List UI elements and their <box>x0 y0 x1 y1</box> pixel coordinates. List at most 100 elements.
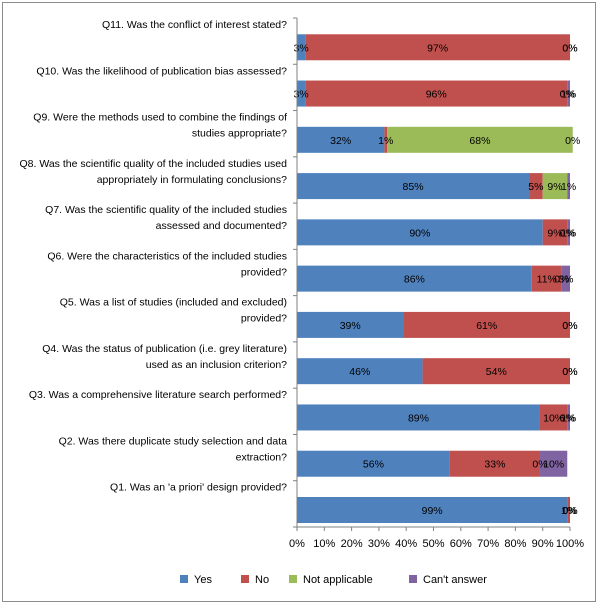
data-label: 68% <box>469 135 490 147</box>
data-label: 46% <box>349 366 370 378</box>
data-label: 10% <box>543 412 564 424</box>
bar-segment-yes <box>297 450 450 477</box>
data-label: 0% <box>562 42 577 54</box>
legend-label: No <box>255 574 269 586</box>
bar-segment-can-t-answer <box>567 173 570 200</box>
legend-swatch <box>180 575 188 583</box>
data-label: 1% <box>561 505 576 517</box>
legend-label: Not applicable <box>303 574 373 586</box>
data-label: 0% <box>560 412 575 424</box>
legend-label: Can't answer <box>423 574 487 586</box>
data-label: 97% <box>427 42 448 54</box>
bar-segment-no <box>305 80 568 107</box>
bar-segment-yes <box>297 126 385 153</box>
bar-segment-no <box>305 34 570 61</box>
category-label: Q10. Was the likelihood of publication b… <box>36 65 287 77</box>
x-tick-label: 80% <box>504 538 526 550</box>
data-label: 3% <box>294 42 309 54</box>
data-label: 0% <box>562 366 577 378</box>
data-label: 0% <box>562 505 577 517</box>
category-label: extraction? <box>236 451 288 463</box>
legend-label: Yes <box>194 574 212 586</box>
data-label: 3% <box>558 274 573 286</box>
bar-segment-no <box>542 219 568 246</box>
category-label: studies appropriate? <box>192 128 287 140</box>
data-label: 96% <box>426 89 447 101</box>
category-label: Q9. Were the methods used to combine the… <box>33 112 287 124</box>
data-label: 1% <box>378 135 393 147</box>
category-label: Q7. Was the scientific quality of the in… <box>45 204 287 216</box>
legend-swatch <box>241 575 249 583</box>
data-label: 1% <box>561 227 576 239</box>
legend-swatch <box>289 575 297 583</box>
data-label: 89% <box>408 412 429 424</box>
data-label: 85% <box>403 181 424 193</box>
bar-segment-can-t-answer <box>567 219 570 246</box>
data-label: 56% <box>363 459 384 471</box>
category-label: provided? <box>241 266 287 278</box>
bar-segment-not-applicable <box>542 173 568 200</box>
data-label: 0% <box>562 42 577 54</box>
x-tick-label: 100% <box>556 538 584 550</box>
bar-segment-yes <box>297 34 306 61</box>
bar-segment-yes <box>297 358 423 385</box>
x-tick-label: 30% <box>368 538 390 550</box>
data-label: 0% <box>554 274 569 286</box>
data-label: 9% <box>547 181 562 193</box>
bar-segment-no <box>567 497 570 523</box>
data-label: 0% <box>562 320 577 332</box>
data-label: 0% <box>560 89 575 101</box>
bar-segment-yes <box>297 173 530 200</box>
bar-segment-no <box>531 265 562 292</box>
category-label: Q3. Was a comprehensive literature searc… <box>29 389 287 401</box>
data-label: 11% <box>537 274 557 286</box>
category-label: Q8. Was the scientific quality of the in… <box>19 158 287 170</box>
bar-segment-yes <box>297 497 568 523</box>
x-tick-label: 40% <box>395 538 417 550</box>
data-label: 0% <box>532 459 547 471</box>
data-label: 1% <box>561 89 576 101</box>
x-tick-label: 0% <box>289 538 305 550</box>
bar-segment-yes <box>297 311 404 338</box>
data-label: 0% <box>560 227 575 239</box>
data-label: 0% <box>562 505 577 517</box>
category-label: Q6. Were the characteristics of the incl… <box>47 250 287 262</box>
data-label: 86% <box>404 274 425 286</box>
bar-segment-can-t-answer <box>567 404 570 431</box>
bar-segment-no <box>539 404 568 431</box>
bar-segment-yes <box>297 265 532 292</box>
bar-segment-no <box>403 311 570 338</box>
x-tick-label: 10% <box>313 538 335 550</box>
data-label: 39% <box>340 320 361 332</box>
bar-segment-not-applicable <box>387 126 573 153</box>
category-label: Q11. Was the conflict of interest stated… <box>102 19 287 31</box>
category-label: used as an inclusion criterion? <box>146 359 287 371</box>
bar-segment-no <box>449 450 540 477</box>
category-label: appropriately in formulating conclusions… <box>97 174 287 186</box>
bar-segment-can-t-answer <box>567 80 570 107</box>
category-label: provided? <box>241 313 287 325</box>
bar-segment-can-t-answer <box>561 265 570 292</box>
x-tick-label: 90% <box>532 538 554 550</box>
data-label: 90% <box>409 227 430 239</box>
data-label: 54% <box>486 366 507 378</box>
category-label: Q1. Was an 'a priori' design provided? <box>110 482 287 494</box>
category-label: Q4. Was the status of publication (i.e. … <box>42 343 287 355</box>
category-label: assessed and documented? <box>156 220 288 232</box>
bar-segment-no <box>529 173 543 200</box>
data-label: 5% <box>528 181 543 193</box>
data-label: 32% <box>330 135 351 147</box>
category-label: Q5. Was a list of studies (included and … <box>60 297 287 309</box>
legend-swatch <box>409 575 417 583</box>
bar-segment-no <box>384 126 388 153</box>
data-label: 33% <box>484 459 505 471</box>
data-label: 9% <box>547 227 562 239</box>
data-label: 0% <box>562 366 577 378</box>
data-label: 10% <box>543 459 564 471</box>
x-tick-label: 70% <box>477 538 499 550</box>
x-tick-label: 20% <box>341 538 363 550</box>
bar-segment-no <box>422 358 570 385</box>
